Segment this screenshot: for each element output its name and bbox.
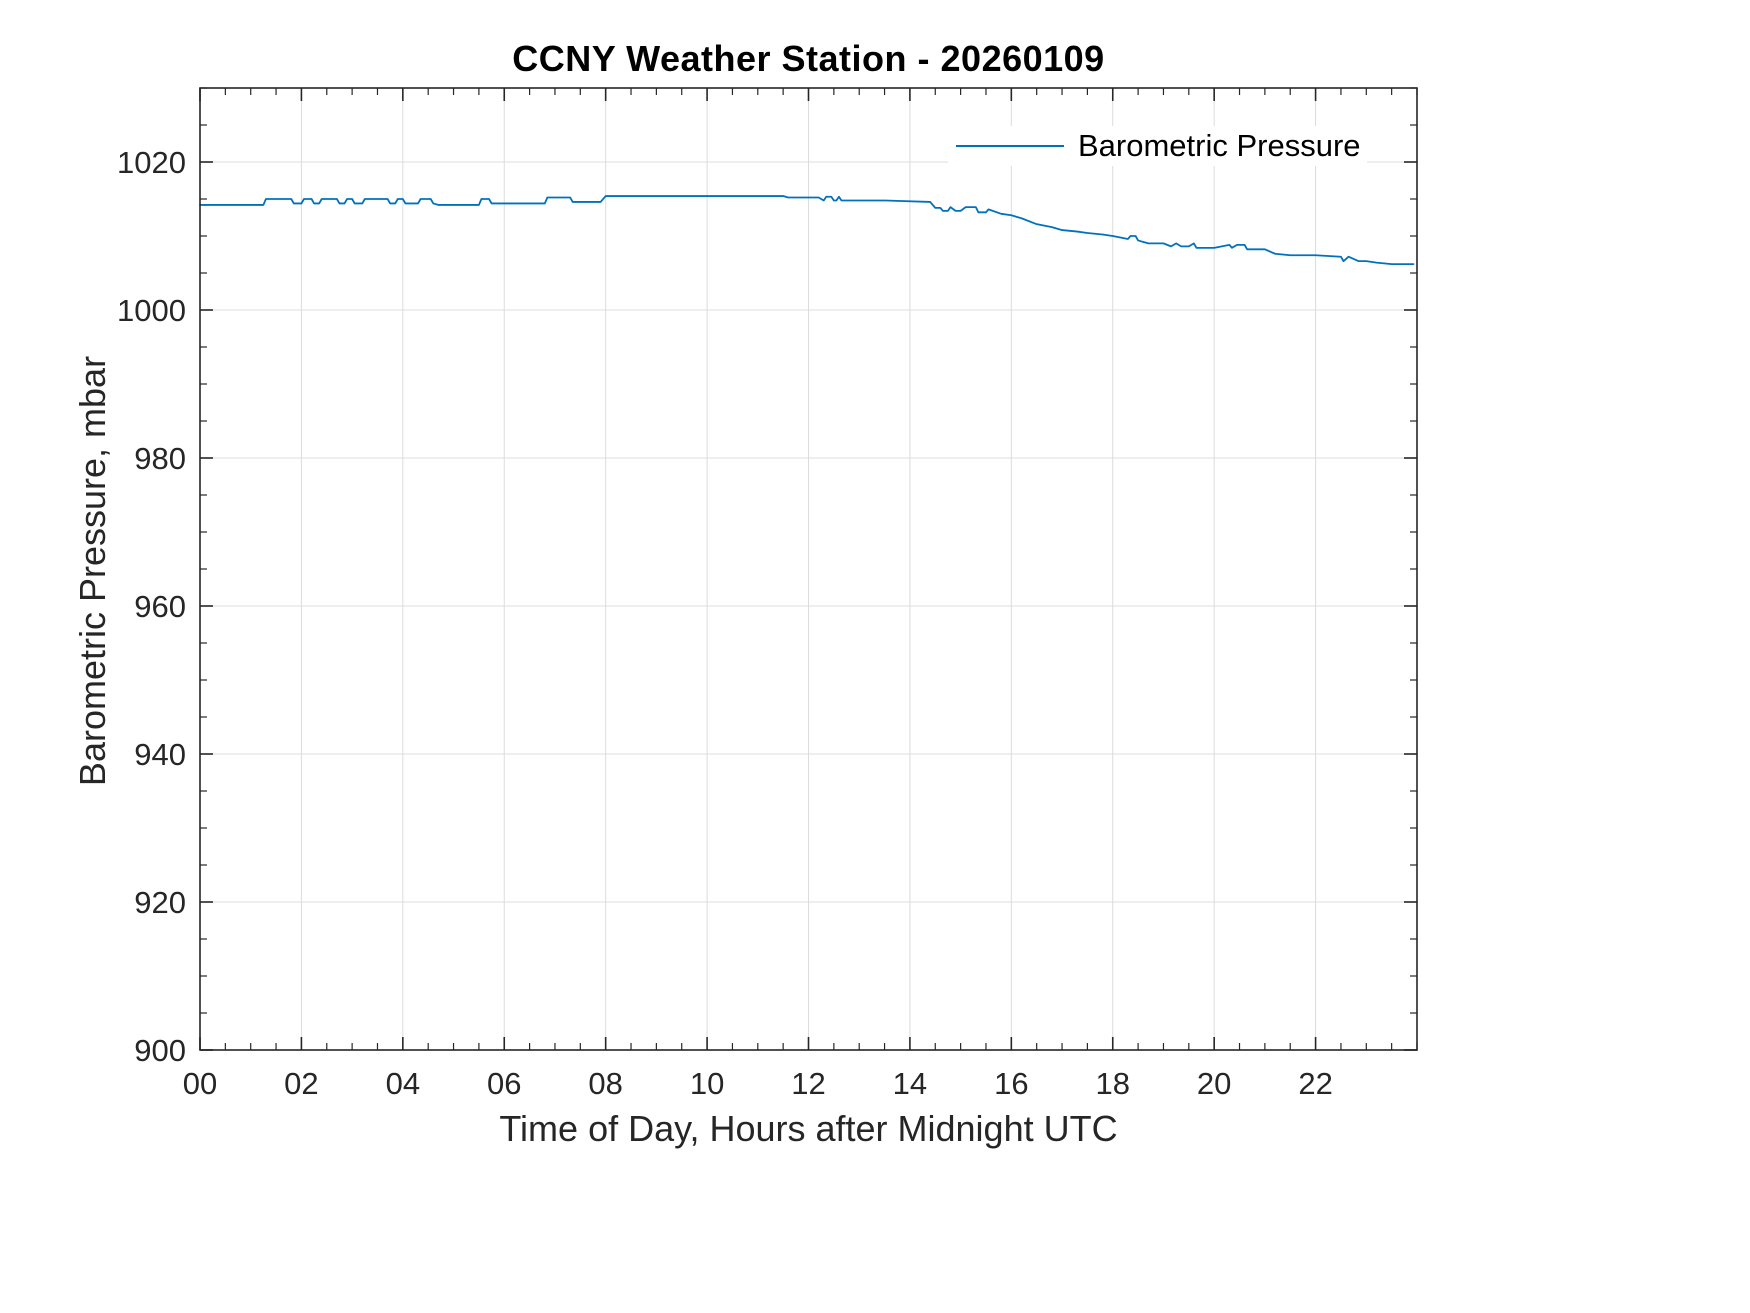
chart-title: CCNY Weather Station - 20260109 [512,38,1105,79]
y-tick-label: 960 [134,589,186,624]
x-tick-label: 22 [1298,1066,1332,1101]
x-tick-label: 10 [690,1066,724,1101]
x-tick-label: 06 [487,1066,521,1101]
x-tick-label: 16 [994,1066,1028,1101]
y-tick-label: 1020 [117,145,186,180]
y-tick-label: 980 [134,441,186,476]
x-tick-label: 00 [183,1066,217,1101]
legend: Barometric Pressure [948,126,1367,166]
x-tick-label: 14 [893,1066,927,1101]
y-tick-label: 940 [134,737,186,772]
legend-label: Barometric Pressure [1078,128,1361,163]
y-tick-label: 920 [134,885,186,920]
x-tick-label: 04 [386,1066,420,1101]
x-tick-label: 20 [1197,1066,1231,1101]
y-tick-label: 1000 [117,293,186,328]
legend-line-sample [956,145,1064,147]
x-tick-label: 18 [1096,1066,1130,1101]
x-tick-label: 12 [791,1066,825,1101]
y-tick-label: 900 [134,1033,186,1068]
x-tick-label: 08 [588,1066,622,1101]
x-axis-label: Time of Day, Hours after Midnight UTC [499,1108,1118,1149]
y-axis-label: Barometric Pressure, mbar [72,355,113,787]
x-tick-label: 02 [284,1066,318,1101]
